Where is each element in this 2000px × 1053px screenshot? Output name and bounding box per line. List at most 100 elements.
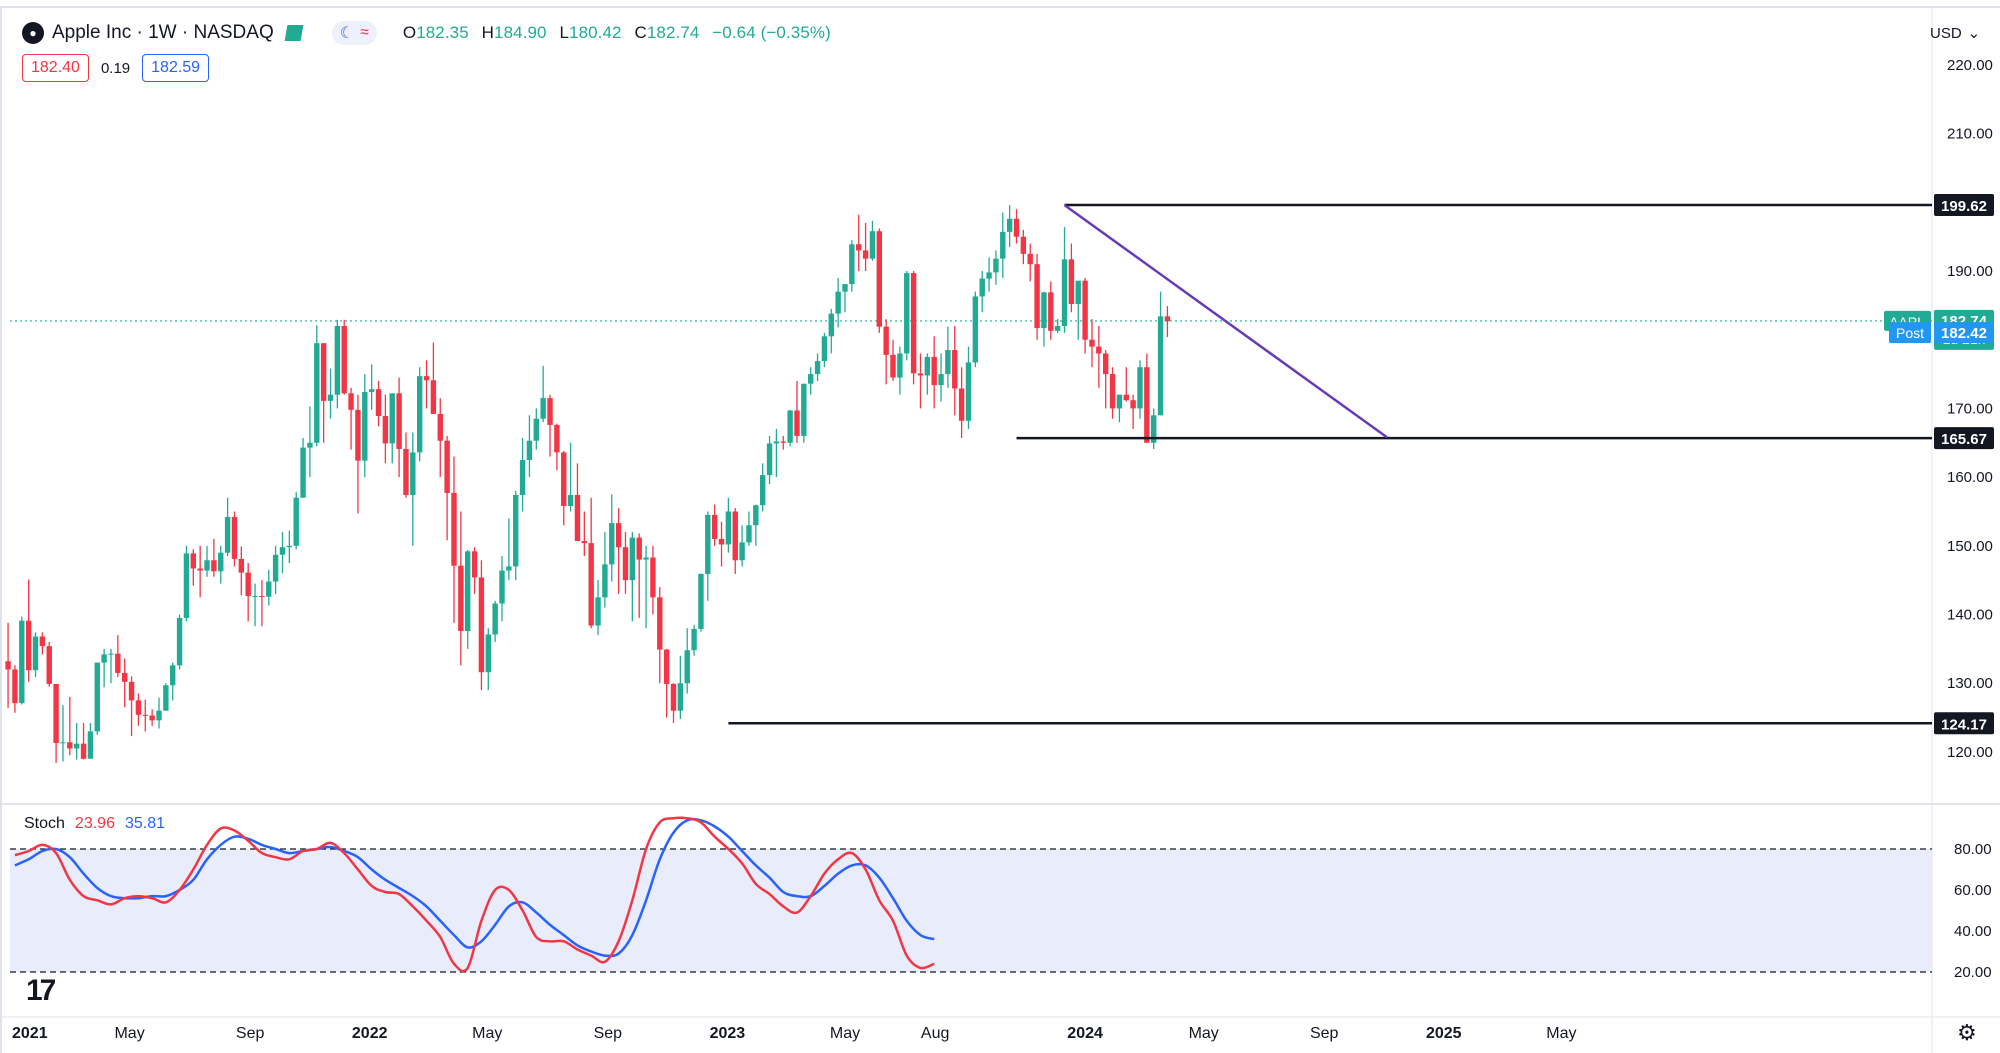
time-tick-label: May xyxy=(1546,1025,1576,1042)
candle xyxy=(1109,367,1116,419)
candle xyxy=(499,556,505,622)
candle xyxy=(279,532,286,574)
candle xyxy=(602,532,608,608)
candle xyxy=(478,560,485,691)
candle xyxy=(266,569,272,606)
candle xyxy=(876,228,882,333)
open-value: 182.35 xyxy=(416,23,469,42)
level-price-label: 124.17 xyxy=(1941,716,1987,733)
price-tick-label: 120.00 xyxy=(1947,744,1993,761)
candle xyxy=(711,504,718,546)
candle xyxy=(938,353,944,402)
chevron-down-icon: ⌄ xyxy=(1967,25,1981,42)
candle xyxy=(849,240,855,292)
candle xyxy=(725,497,732,553)
candle xyxy=(1068,243,1075,313)
time-tick-label: 2025 xyxy=(1426,1025,1462,1042)
candle xyxy=(794,380,800,443)
candle xyxy=(917,353,924,409)
time-tick-label: May xyxy=(830,1025,860,1042)
candle xyxy=(862,222,869,272)
candle xyxy=(1000,212,1006,278)
tradingview-logo-icon[interactable]: 17 xyxy=(26,974,56,1007)
candle xyxy=(231,511,238,567)
gear-icon[interactable]: ⚙ xyxy=(1957,1020,1977,1045)
candle xyxy=(5,622,11,708)
candle xyxy=(835,277,841,328)
close-label: C xyxy=(634,23,647,42)
candle xyxy=(986,257,992,292)
candle xyxy=(1013,209,1020,244)
candle xyxy=(245,563,251,622)
candle xyxy=(465,549,471,649)
candle xyxy=(766,435,773,484)
time-tick-label: Sep xyxy=(1310,1025,1339,1042)
symbol-title[interactable]: Apple Inc · 1W · NASDAQ xyxy=(52,22,274,43)
candle xyxy=(554,423,560,471)
candle xyxy=(787,409,793,447)
candle xyxy=(684,628,690,694)
candle xyxy=(39,632,46,655)
candle xyxy=(444,435,450,541)
candle xyxy=(1144,353,1150,443)
candle xyxy=(904,271,910,361)
spread-value: 0.19 xyxy=(100,59,131,77)
buy-button[interactable]: 182.59 xyxy=(142,54,210,82)
time-tick-label: Aug xyxy=(921,1025,949,1042)
candle xyxy=(958,367,965,438)
sell-button[interactable]: 182.40 xyxy=(22,54,89,82)
candle xyxy=(410,432,416,546)
post-market-label: Post xyxy=(1896,325,1924,341)
candle xyxy=(1096,326,1102,388)
candle xyxy=(53,683,59,763)
session-toggle[interactable]: ☾ ≈ xyxy=(331,21,377,45)
stoch-band-fill xyxy=(10,849,1932,972)
stoch-legend[interactable]: Stoch 23.96 35.81 xyxy=(24,815,165,833)
candle xyxy=(362,374,368,478)
candle xyxy=(821,332,828,368)
candle xyxy=(1151,408,1157,449)
level-price-badge: 124.17 xyxy=(1934,712,1994,735)
candle xyxy=(897,346,903,395)
candle xyxy=(1061,227,1068,333)
candle xyxy=(60,705,66,762)
time-tick-label: 2023 xyxy=(710,1025,746,1042)
currency-label: USD xyxy=(1930,24,1962,42)
horizontal-levels[interactable] xyxy=(728,203,1932,725)
currency-selector[interactable]: USD ⌄ xyxy=(1930,20,1980,46)
candle xyxy=(1006,205,1013,247)
time-tick-label: May xyxy=(1189,1025,1219,1042)
high-value: 184.90 xyxy=(494,23,547,42)
candle xyxy=(149,709,155,726)
candle xyxy=(677,655,684,719)
candle xyxy=(32,632,39,678)
candle xyxy=(753,504,759,546)
candle xyxy=(1116,394,1123,423)
candle xyxy=(122,658,128,708)
wave-icon: ≈ xyxy=(360,24,369,41)
candle xyxy=(773,429,780,478)
level-price-label: 199.62 xyxy=(1941,198,1987,215)
price-tick-label: 130.00 xyxy=(1947,675,1993,692)
price-tick-label: 220.00 xyxy=(1947,57,1993,74)
low-value: 180.42 xyxy=(569,23,622,42)
candle xyxy=(437,398,443,478)
apple-logo-icon: ● xyxy=(22,22,44,44)
stoch-k-line xyxy=(14,816,935,973)
candle xyxy=(382,394,389,464)
candle xyxy=(1048,281,1054,340)
low-label: L xyxy=(559,23,570,42)
quote-bar: 182.40 0.19 182.59 xyxy=(22,54,210,82)
price-tick-label: 190.00 xyxy=(1947,263,1993,280)
candle xyxy=(293,492,299,550)
candle xyxy=(801,383,807,443)
candle xyxy=(451,456,457,623)
candle xyxy=(211,538,217,577)
candle xyxy=(931,336,937,409)
trendline[interactable] xyxy=(1063,204,1388,439)
candle xyxy=(218,545,224,584)
candle xyxy=(1041,291,1047,347)
candle xyxy=(650,545,656,615)
candle xyxy=(540,365,546,423)
